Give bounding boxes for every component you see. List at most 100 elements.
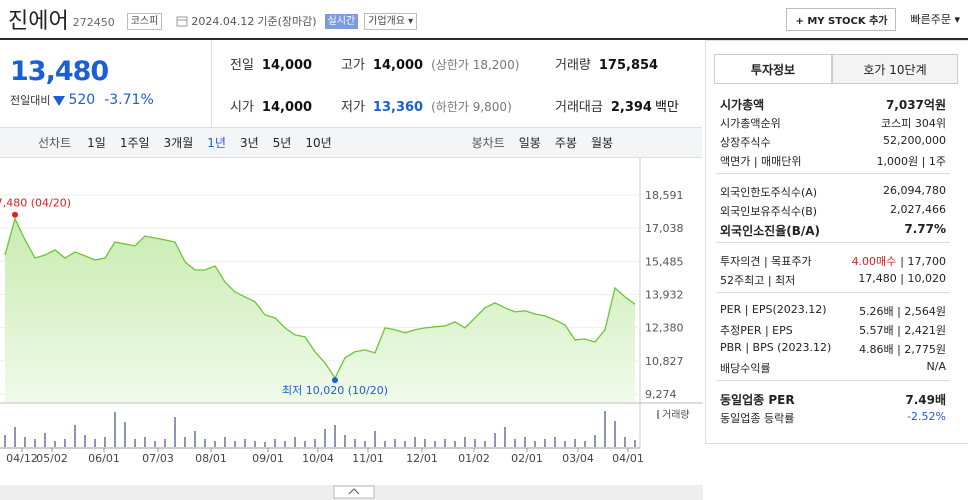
period-tab[interactable]: 5년 xyxy=(272,136,292,150)
invest-value: 코스피 304위 xyxy=(881,117,946,130)
period-tab[interactable]: 3년 xyxy=(239,136,259,150)
quick-order: 빠른주문 xyxy=(910,13,951,26)
volume-bar xyxy=(294,437,296,447)
summary-label: 전일 xyxy=(230,58,254,73)
invest-row: 투자의견 | 목표주가 4.00매수 | 17,700 xyxy=(720,253,946,269)
volume-bar xyxy=(384,441,386,447)
x-tick-label: 04/12 xyxy=(6,452,38,465)
invest-value-wrap: 코스피 304위 xyxy=(881,115,946,131)
volume-bar xyxy=(284,441,286,447)
invest-row: 52주최고 | 최저 17,480 | 10,020 xyxy=(720,272,946,288)
invest-tab[interactable]: 투자정보 xyxy=(714,54,832,84)
period-tab[interactable]: 10년 xyxy=(305,136,332,150)
volume-bar xyxy=(214,441,216,447)
volume-bar xyxy=(634,439,636,447)
summary-label: 고가 xyxy=(341,58,365,73)
volume-bar xyxy=(484,441,486,447)
invest-label: 추정PER | EPS xyxy=(720,324,793,337)
stock-name: 진에어 xyxy=(8,9,69,34)
period-tab[interactable]: 1년 xyxy=(207,136,226,150)
invest-row: 외국인한도주식수(A) 26,094,780 xyxy=(720,184,946,200)
price-area xyxy=(5,218,635,402)
invest-panel xyxy=(705,40,968,444)
invest-label: 동일업종 등락률 xyxy=(720,412,795,425)
my-stock-button[interactable]: + MY STOCK 추가 xyxy=(786,7,897,31)
invest-label: 시가총액순위 xyxy=(720,117,781,130)
x-tick-label: 10/04 xyxy=(302,452,334,465)
invest-value: 5.57배 | 2,421원 xyxy=(859,324,946,337)
volume-bar xyxy=(24,437,26,447)
summary-value: 14,000 xyxy=(261,100,313,115)
invest-row: PBR | BPS (2023.12) 4.86배 | 2,775원 xyxy=(720,341,946,357)
volume-bar xyxy=(394,439,396,447)
volume-bar xyxy=(434,441,436,447)
invest-value: 17,480 | 10,020 xyxy=(858,272,946,285)
invest-tab[interactable]: 호가 10단계 xyxy=(832,54,958,84)
separator xyxy=(716,292,950,293)
volume-bar xyxy=(274,439,276,447)
period-tab[interactable]: 1일 xyxy=(87,136,106,150)
price-line xyxy=(4,216,636,380)
summary-value: 14,000 xyxy=(261,58,313,73)
invest-value-wrap: 5.26배 | 2,564원 xyxy=(859,303,946,319)
summary-unit: 백만 xyxy=(654,100,679,115)
candle-tab[interactable]: 주봉 xyxy=(554,136,577,150)
volume-label: 거래량 xyxy=(662,409,690,421)
volume-bar xyxy=(374,431,376,447)
price-chart: 9,274 10,827 12,380 13,932 15,485 17,038 18,59… xyxy=(0,158,703,500)
period-tab[interactable]: 1주일 xyxy=(119,136,150,150)
volume-bar xyxy=(174,417,176,447)
invest-value-wrap: 17,480 | 10,020 xyxy=(858,272,946,288)
volume-bar xyxy=(184,437,186,447)
period-tab[interactable]: 3개월 xyxy=(163,136,194,150)
volume-bar xyxy=(104,437,106,447)
volume-bar xyxy=(14,427,16,447)
invest-value-wrap: 7,037억원 xyxy=(886,96,946,113)
x-tick-label: 08/01 xyxy=(195,452,227,465)
min-dot xyxy=(332,377,338,384)
invest-label: 투자의견 | 목표주가 xyxy=(720,255,812,268)
invest-row: 외국인보유주식수(B) 2,027,466 xyxy=(720,203,946,219)
volume-bar xyxy=(424,439,426,447)
volume-bar xyxy=(354,439,356,447)
y-tick-label: 15,485 xyxy=(645,255,684,268)
invest-value: 2,027,466 xyxy=(890,203,946,216)
market-badge: 코스피 xyxy=(126,12,163,30)
x-tick-label: 11/01 xyxy=(352,452,384,465)
quick-order-button[interactable]: 빠른주문 ▾ xyxy=(910,13,960,26)
realtime-button[interactable]: 실시간 xyxy=(324,13,359,29)
invest-value-wrap: 26,094,780 xyxy=(883,184,946,200)
invest-label: 액면가 | 매매단위 xyxy=(720,155,802,168)
volume-bar xyxy=(524,437,526,447)
collapse-icon xyxy=(348,488,360,495)
volume-bar xyxy=(514,439,516,447)
x-tick-label: 05/02 xyxy=(36,452,68,465)
candle-tab[interactable]: 월봉 xyxy=(590,136,614,150)
chart-tabs: 선차트 1일 1주일 3개월 1년 3년 5년 10년 봉차트 일봉 주봉 월봉 xyxy=(0,127,702,158)
y-tick-label: 17,038 xyxy=(645,222,684,235)
volume-bar xyxy=(254,441,256,447)
company-info-button[interactable]: 기업개요 ▾ xyxy=(364,12,418,30)
summary-cell: 거래대금 2,394 백만 xyxy=(555,96,679,115)
collapse-button[interactable] xyxy=(333,485,375,499)
volume-bar xyxy=(234,441,236,447)
summary-value: 175,854 xyxy=(598,58,659,73)
invest-row: PER | EPS(2023.12) 5.26배 | 2,564원 xyxy=(720,303,946,319)
summary-label: 시가 xyxy=(230,100,254,115)
invest-value-wrap: 4.00매수 | 17,700 xyxy=(852,253,946,269)
invest-row: 시가총액순위 코스피 304위 xyxy=(720,115,946,131)
x-tick-label: 12/01 xyxy=(406,452,438,465)
x-tick-label: 03/04 xyxy=(562,452,594,465)
summary-cell: 전일 14,000 xyxy=(230,54,312,73)
x-tick-label: 09/01 xyxy=(252,452,284,465)
volume-bar xyxy=(324,429,326,447)
y-tick-label: 13,932 xyxy=(645,289,684,302)
candle-tab[interactable]: 일봉 xyxy=(518,136,541,150)
summary-cell: 시가 14,000 xyxy=(230,96,312,115)
max-dot xyxy=(12,211,18,218)
volume-bar xyxy=(544,439,546,447)
calendar-icon xyxy=(176,16,188,27)
invest-row: 액면가 | 매매단위 1,000원 | 1주 xyxy=(720,153,946,169)
volume-bar xyxy=(474,439,476,447)
volume-bar xyxy=(584,441,586,447)
